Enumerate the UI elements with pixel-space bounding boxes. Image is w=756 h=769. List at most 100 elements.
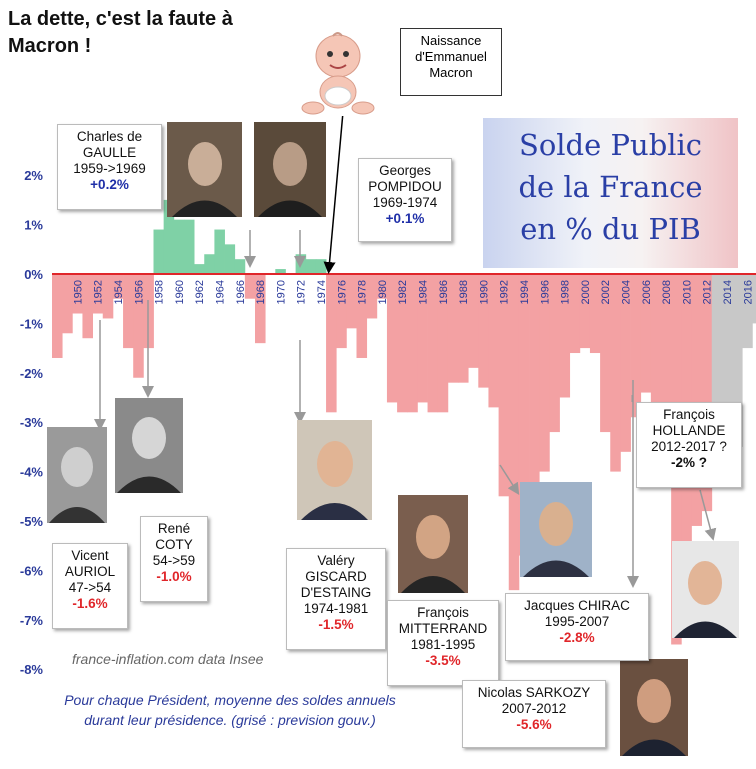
bar-2004 [620, 274, 631, 452]
banner-line-1: Solde Public [518, 128, 703, 162]
x-tick-label: 2010 [681, 280, 693, 304]
bar-2014 [721, 274, 733, 467]
bar-2006 [640, 274, 652, 393]
president-average: +0.1% [385, 211, 425, 226]
baby-illustration [295, 26, 381, 116]
y-tick-label: 0% [24, 267, 43, 282]
bar-1949 [62, 274, 73, 334]
bar-1975 [326, 274, 337, 413]
bar-1976 [336, 274, 347, 349]
label-pompidou: Georges POMPIDOU 1969-1974 +0.1% [358, 158, 452, 242]
x-tick-label: 2000 [580, 280, 592, 304]
y-tick-label: -8% [20, 662, 44, 677]
bar-1999 [569, 274, 581, 354]
y-tick-label: -7% [20, 613, 44, 628]
x-tick-label: 1982 [397, 280, 409, 304]
bar-1990 [478, 274, 489, 388]
x-tick-label: 1984 [417, 280, 429, 304]
label-line: HOLLANDE [652, 423, 726, 438]
bar-1980 [376, 274, 388, 299]
bar-1961 [183, 219, 195, 274]
bar-1994 [518, 274, 530, 556]
banner-line-3: en % du PIB [520, 212, 701, 246]
portrait-hollande [672, 541, 739, 638]
label-hollande: François HOLLANDE 2012-2017 ? -2% ? [636, 402, 742, 488]
label-line: René [157, 521, 191, 536]
x-tick-label: 1974 [316, 280, 328, 304]
label-line: AURIOL [64, 564, 116, 579]
label-line: 47->54 [68, 580, 112, 595]
portrait-mitterrand [398, 495, 468, 593]
label-line: Georges [379, 163, 431, 178]
bar-2017 [752, 274, 756, 324]
bar-1967 [244, 274, 256, 299]
chart-banner: Solde Public de la France en % du PIB [483, 118, 738, 268]
label-line: GISCARD [305, 569, 367, 584]
x-tick-label: 1986 [438, 280, 450, 304]
bar-1989 [468, 274, 479, 368]
label-line: 2012-2017 ? [651, 439, 727, 454]
label-line: 1995-2007 [544, 614, 610, 629]
label-line: 1974-1981 [303, 601, 369, 616]
y-tick-label: -2% [20, 366, 44, 381]
x-tick-label: 1954 [113, 280, 125, 304]
x-tick-label: 1952 [93, 280, 105, 304]
bar-1995 [529, 274, 540, 546]
bar-1953 [102, 274, 114, 319]
y-tick-label: -1% [20, 316, 44, 331]
bar-1968 [255, 274, 266, 344]
bar-1992 [498, 274, 510, 497]
x-tick-label: 2006 [641, 280, 653, 304]
label-giscard: Valéry GISCARD D'ESTAING 1974-1981 -1.5% [286, 548, 386, 650]
president-average: +0.2% [90, 177, 129, 192]
y-tick-label: -6% [20, 563, 44, 578]
bar-2011 [691, 274, 702, 526]
bar-2001 [589, 274, 601, 354]
bar-1959 [163, 199, 175, 274]
bar-1964 [214, 229, 225, 274]
bar-1950 [72, 274, 83, 314]
arrow-hollande [699, 489, 717, 541]
bar-2002 [600, 274, 611, 433]
bar-1951 [82, 274, 93, 339]
y-tick-label: 2% [24, 168, 43, 183]
x-tick-label: 1998 [560, 280, 572, 304]
label-line: POMPIDOU [368, 179, 442, 194]
portrait-sarkozy [620, 659, 688, 756]
x-tick-label: 1950 [72, 280, 84, 304]
label-line: François [417, 605, 469, 620]
x-tick-label: 1996 [539, 280, 551, 304]
portrait-giscard [297, 420, 372, 520]
bar-1979 [366, 274, 378, 319]
x-tick-label: 1966 [235, 280, 247, 304]
x-tick-label: 1960 [174, 280, 186, 304]
president-average: -2.8% [559, 630, 595, 645]
bar-1997 [549, 274, 560, 433]
x-tick-label: 1978 [357, 280, 369, 304]
bar-2000 [579, 274, 591, 349]
x-tick-label: 1962 [194, 280, 206, 304]
x-tick-label: 1964 [214, 280, 226, 304]
portrait-auriol [47, 427, 107, 523]
bar-1985 [427, 274, 439, 413]
bar-1986 [437, 274, 449, 413]
footnote-line-1: Pour chaque Président, moyenne des solde… [64, 692, 396, 708]
president-average: -1.0% [156, 569, 192, 584]
bar-1973 [305, 259, 317, 274]
label-line: Charles de [76, 129, 143, 144]
bar-1962 [194, 264, 205, 274]
president-average: -3.5% [425, 653, 461, 668]
x-tick-label: 2014 [722, 280, 734, 304]
x-tick-label: 1980 [377, 280, 389, 304]
x-tick-label: 1988 [458, 280, 470, 304]
label-de-gaulle: Charles de GAULLE 1959->1969 +0.2% [57, 124, 162, 210]
label-line: GAULLE [82, 145, 137, 160]
bar-1966 [234, 259, 246, 274]
bar-1983 [407, 274, 418, 413]
x-tick-label: 1992 [499, 280, 511, 304]
x-tick-label: 1958 [154, 280, 166, 304]
label-line: 2007-2012 [501, 701, 567, 716]
arrow-macron-birth [323, 111, 344, 274]
portrait-chirac [520, 482, 592, 577]
